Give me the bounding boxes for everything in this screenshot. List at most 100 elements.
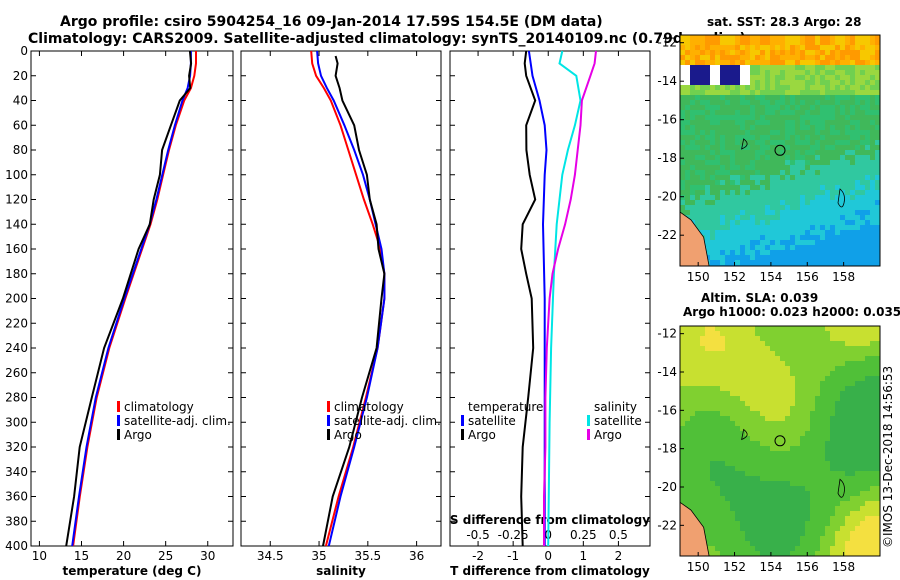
map-cell xyxy=(840,115,845,120)
map-cell xyxy=(855,326,860,331)
map-cell xyxy=(795,205,800,210)
map-cell xyxy=(850,35,855,40)
map-cell xyxy=(875,180,880,185)
map-cell xyxy=(775,60,780,65)
map-cell xyxy=(710,391,715,396)
map-cell xyxy=(705,105,710,110)
map-cell xyxy=(780,441,785,446)
map-cell xyxy=(770,165,775,170)
map-cell xyxy=(845,45,850,50)
map-cell xyxy=(855,75,860,80)
map-cell xyxy=(690,45,695,50)
map-cell xyxy=(720,150,725,155)
map-cell xyxy=(870,421,875,426)
map-cell xyxy=(835,140,840,145)
map-cell xyxy=(760,170,765,175)
map-cell xyxy=(735,456,740,461)
map-cell xyxy=(805,356,810,361)
map-cell xyxy=(680,376,685,381)
map-cell xyxy=(705,110,710,115)
map-cell xyxy=(840,416,845,421)
map-cell xyxy=(865,65,870,70)
map-cell xyxy=(820,220,825,225)
map-cell xyxy=(850,356,855,361)
map-cell xyxy=(760,541,765,546)
map-cell xyxy=(830,431,835,436)
map-cell xyxy=(785,50,790,55)
map-cell xyxy=(875,531,880,536)
map-cell xyxy=(825,456,830,461)
map-cell xyxy=(815,195,820,200)
map-cell xyxy=(680,80,685,85)
map-cell xyxy=(820,501,825,506)
map-cell xyxy=(775,100,780,105)
map-cell xyxy=(840,125,845,130)
map-cell xyxy=(690,185,695,190)
map-cell xyxy=(690,486,695,491)
map-cell xyxy=(695,371,700,376)
map-cell xyxy=(820,526,825,531)
map-cell xyxy=(800,135,805,140)
map-cell xyxy=(820,80,825,85)
map-cell xyxy=(730,140,735,145)
map-cell xyxy=(770,376,775,381)
map-cell xyxy=(790,205,795,210)
map-cell xyxy=(780,381,785,386)
map-cell xyxy=(760,230,765,235)
map-cell xyxy=(685,446,690,451)
map-cell xyxy=(765,351,770,356)
map-cell xyxy=(780,235,785,240)
map-cell xyxy=(740,501,745,506)
map-cell xyxy=(690,205,695,210)
map-cell xyxy=(750,210,755,215)
map-cell xyxy=(705,185,710,190)
map-cell xyxy=(855,411,860,416)
map-cell xyxy=(825,386,830,391)
map-cell xyxy=(815,130,820,135)
map-cell xyxy=(815,160,820,165)
map-cell xyxy=(840,205,845,210)
map-cell xyxy=(720,140,725,145)
map-cell xyxy=(705,441,710,446)
map-cell xyxy=(805,220,810,225)
map-cell xyxy=(790,386,795,391)
map-cell xyxy=(800,496,805,501)
map-cell xyxy=(820,431,825,436)
map-cell xyxy=(805,331,810,336)
map-cell xyxy=(710,421,715,426)
map-cell xyxy=(860,461,865,466)
map-cell xyxy=(750,546,755,551)
map-cell xyxy=(760,461,765,466)
map-cell xyxy=(745,225,750,230)
map-cell xyxy=(725,155,730,160)
map-cell xyxy=(715,55,720,60)
map-cell xyxy=(730,50,735,55)
map-cell xyxy=(710,60,715,65)
map-cell xyxy=(770,245,775,250)
map-cell xyxy=(760,411,765,416)
map-cell xyxy=(745,175,750,180)
map-cell xyxy=(695,511,700,516)
map-cell xyxy=(840,40,845,45)
map-frame xyxy=(679,325,881,557)
map-cell xyxy=(735,120,740,125)
map-cell xyxy=(845,486,850,491)
lon-tick-label: 158 xyxy=(832,560,855,574)
map-cell xyxy=(870,391,875,396)
map-cell xyxy=(870,541,875,546)
map-cell xyxy=(720,210,725,215)
map-cell xyxy=(735,100,740,105)
map-cell xyxy=(820,175,825,180)
map-cell xyxy=(710,220,715,225)
map-cell xyxy=(860,195,865,200)
map-cell xyxy=(855,235,860,240)
map-cell xyxy=(770,175,775,180)
map-cell xyxy=(715,230,720,235)
map-cell xyxy=(845,165,850,170)
map-cell xyxy=(750,195,755,200)
map-cell xyxy=(755,521,760,526)
map-cell xyxy=(685,381,690,386)
map-cell xyxy=(735,471,740,476)
map-cell xyxy=(715,185,720,190)
map-cell xyxy=(835,225,840,230)
